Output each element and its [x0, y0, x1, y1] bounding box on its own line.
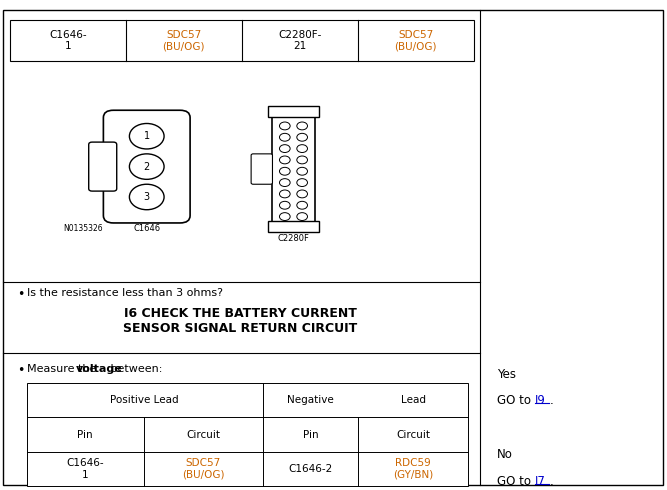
Text: .: . [550, 394, 554, 408]
Text: Is the resistance less than 3 ohms?: Is the resistance less than 3 ohms? [27, 288, 223, 297]
Circle shape [297, 213, 307, 220]
Bar [10, 20, 474, 61]
Text: I7: I7 [535, 475, 546, 489]
Circle shape [297, 179, 307, 187]
Text: RDC59
(GY/BN): RDC59 (GY/BN) [393, 458, 433, 480]
Circle shape [279, 213, 290, 220]
Bar [267, 221, 319, 232]
FancyBboxPatch shape [251, 154, 272, 184]
Bar [267, 106, 319, 117]
Text: Circuit: Circuit [186, 430, 220, 440]
Circle shape [279, 122, 290, 130]
Circle shape [279, 133, 290, 141]
Circle shape [279, 179, 290, 187]
Text: SDC57
(BU/OG): SDC57 (BU/OG) [394, 29, 437, 51]
Circle shape [297, 145, 307, 152]
Circle shape [279, 156, 290, 164]
Circle shape [279, 190, 290, 198]
Text: Yes: Yes [497, 368, 516, 381]
Text: between:: between: [107, 364, 163, 373]
Text: •: • [17, 288, 24, 301]
Circle shape [297, 133, 307, 141]
Text: Circuit: Circuit [396, 430, 430, 440]
Text: Measure the: Measure the [27, 364, 99, 373]
Circle shape [297, 201, 307, 209]
Text: SDC57
(BU/OG): SDC57 (BU/OG) [163, 29, 205, 51]
Text: SDC57
(BU/OG): SDC57 (BU/OG) [182, 458, 225, 480]
Text: 1: 1 [143, 131, 150, 141]
Text: Pin: Pin [303, 430, 318, 440]
Circle shape [129, 184, 164, 210]
Text: 2: 2 [143, 162, 150, 172]
Text: C1646-
1: C1646- 1 [67, 458, 104, 480]
FancyBboxPatch shape [89, 142, 117, 191]
Bar [272, 115, 315, 223]
Circle shape [297, 122, 307, 130]
Text: Pin: Pin [77, 430, 93, 440]
Circle shape [279, 168, 290, 175]
Circle shape [297, 168, 307, 175]
Text: •: • [17, 364, 24, 377]
Text: C1646: C1646 [133, 224, 160, 233]
FancyBboxPatch shape [103, 110, 190, 223]
Text: Negative: Negative [287, 395, 334, 405]
Text: .: . [550, 475, 554, 489]
Text: No: No [497, 448, 513, 462]
Text: N0135326: N0135326 [63, 224, 103, 233]
Text: C1646-2: C1646-2 [288, 464, 333, 474]
Text: Lead: Lead [401, 395, 426, 405]
Text: voltage: voltage [75, 364, 122, 373]
Bar [27, 383, 468, 486]
Text: 3: 3 [143, 192, 150, 202]
Text: C1646-
1: C1646- 1 [49, 29, 87, 51]
Text: C2280F: C2280F [277, 234, 309, 243]
Circle shape [129, 123, 164, 149]
Text: I6 CHECK THE BATTERY CURRENT
SENSOR SIGNAL RETURN CIRCUIT: I6 CHECK THE BATTERY CURRENT SENSOR SIGN… [123, 307, 358, 335]
Circle shape [279, 145, 290, 152]
Circle shape [279, 201, 290, 209]
Text: I9: I9 [535, 394, 546, 408]
Text: Positive Lead: Positive Lead [111, 395, 179, 405]
Circle shape [297, 190, 307, 198]
Circle shape [129, 154, 164, 179]
Text: GO to: GO to [497, 394, 535, 408]
Text: GO to: GO to [497, 475, 535, 489]
Circle shape [297, 156, 307, 164]
Text: C2280F-
21: C2280F- 21 [278, 29, 321, 51]
